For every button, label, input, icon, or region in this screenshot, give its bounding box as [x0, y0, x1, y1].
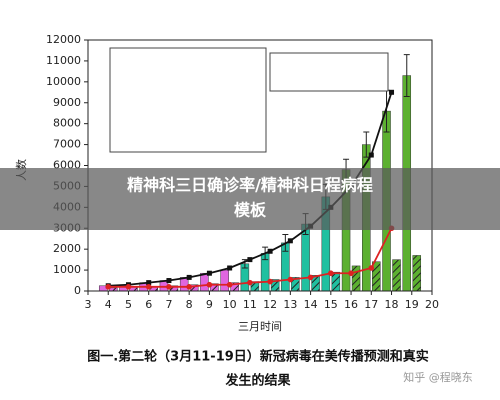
plot-frame	[87, 39, 433, 292]
legend-box	[109, 47, 267, 153]
x-tick-label: 13	[283, 298, 297, 311]
bar	[220, 269, 229, 292]
marker	[125, 284, 132, 290]
caption: 图一.第二轮（3月11-19日）新冠病毒在美传播预测和真实	[87, 349, 429, 365]
marker	[348, 270, 354, 277]
marker	[206, 281, 213, 288]
x-tick-label: 16	[344, 298, 358, 311]
error-bar	[363, 131, 370, 158]
overlay-text: 精神科三日确诊率/精神科日程病程	[127, 176, 373, 195]
x-tick-label: 6	[145, 298, 152, 311]
marker	[166, 278, 172, 284]
marker	[105, 284, 112, 290]
x-tick-label: 20	[425, 298, 439, 311]
x-axis-label: 三月时间	[238, 320, 282, 333]
y-tick-label: 9000	[53, 96, 81, 109]
marker	[145, 284, 152, 290]
marker	[227, 265, 233, 271]
marker	[307, 274, 314, 281]
x-tick-label: 5	[125, 298, 132, 311]
x-tick-label: 3	[85, 298, 92, 311]
y-tick-label: 1000	[53, 263, 81, 276]
y-tick-label: 12000	[46, 33, 81, 46]
marker	[287, 276, 294, 283]
overlay-text: 模板	[234, 201, 267, 220]
x-tick-label: 7	[165, 298, 172, 311]
marker	[389, 89, 395, 95]
y-tick-label: 8000	[53, 117, 81, 130]
bar	[392, 259, 401, 292]
x-tick-label: 19	[405, 298, 419, 311]
error-bar	[403, 54, 410, 97]
y-tick-label: 0	[74, 284, 81, 297]
bar	[351, 265, 361, 292]
marker	[247, 257, 253, 263]
watermark: 知乎 @程晓东	[403, 370, 473, 384]
marker	[328, 270, 334, 277]
y-tick-label: 7000	[53, 138, 81, 151]
marker	[186, 274, 192, 280]
overlay-banner	[0, 168, 500, 230]
marker	[146, 280, 152, 286]
x-tick-label: 11	[243, 298, 257, 311]
marker	[267, 278, 273, 285]
x-tick-label: 4	[105, 298, 112, 311]
marker	[166, 284, 172, 290]
bar	[331, 271, 341, 292]
x-tick-label: 12	[263, 298, 277, 311]
bar	[412, 255, 422, 292]
marker	[206, 270, 212, 276]
y-tick-label: 2000	[53, 242, 81, 255]
marker	[287, 238, 293, 244]
marker	[368, 265, 375, 271]
x-tick-label: 9	[206, 298, 213, 311]
x-tick-label: 14	[304, 298, 318, 311]
bar	[372, 261, 381, 292]
x-tick-label: 17	[364, 298, 378, 311]
x-tick-label: 18	[385, 298, 399, 311]
caption: 发生的结果	[224, 373, 290, 389]
marker	[226, 281, 233, 288]
x-tick-label: 15	[324, 298, 338, 311]
marker	[267, 248, 273, 254]
bar	[200, 272, 209, 292]
legend-box	[269, 52, 389, 92]
x-tick-label: 10	[223, 298, 237, 311]
marker	[368, 152, 374, 158]
marker	[247, 279, 253, 286]
marker	[186, 284, 192, 290]
x-tick-label: 8	[186, 298, 193, 311]
y-tick-label: 11000	[46, 54, 81, 67]
y-tick-label: 10000	[46, 75, 81, 88]
